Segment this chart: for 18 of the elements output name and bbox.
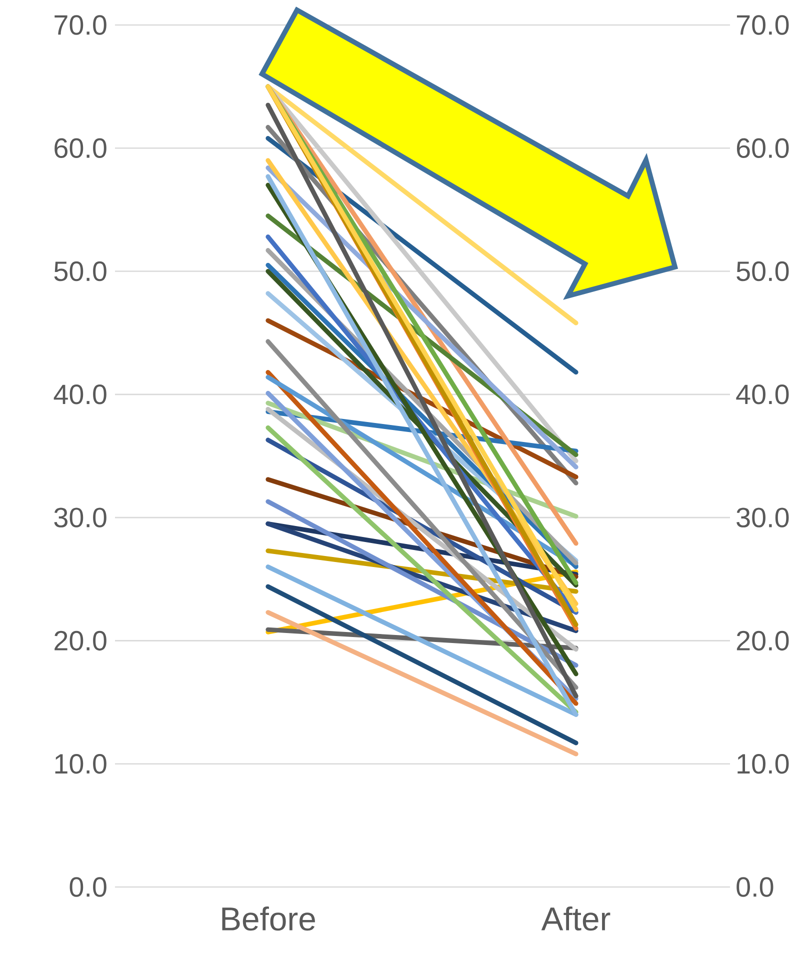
y2-tick-label: 70.0 (736, 15, 789, 35)
x-tick-label: After (541, 906, 610, 931)
y-tick-label: 40.0 (54, 384, 106, 404)
y2-tick-label: 0.0 (736, 877, 774, 897)
y2-tick-label: 10.0 (738, 754, 789, 774)
y-tick-label: 10.0 (55, 754, 106, 774)
y2-tick-label: 60.0 (736, 138, 789, 158)
x-tick-label: Before (222, 906, 315, 931)
y-tick-label: 30.0 (54, 508, 106, 528)
y2-tick-label: 20.0 (736, 630, 789, 651)
y-tick-label: 60.0 (54, 138, 106, 158)
y2-tick-label: 40.0 (736, 384, 789, 404)
y-tick-label: 0.0 (70, 877, 106, 897)
y-tick-label: 20.0 (54, 630, 106, 651)
y2-tick-label: 50.0 (736, 261, 789, 282)
y-tick-label: 70.0 (54, 15, 106, 35)
y2-tick-label: 30.0 (736, 508, 789, 528)
y-tick-label: 50.0 (54, 261, 106, 282)
